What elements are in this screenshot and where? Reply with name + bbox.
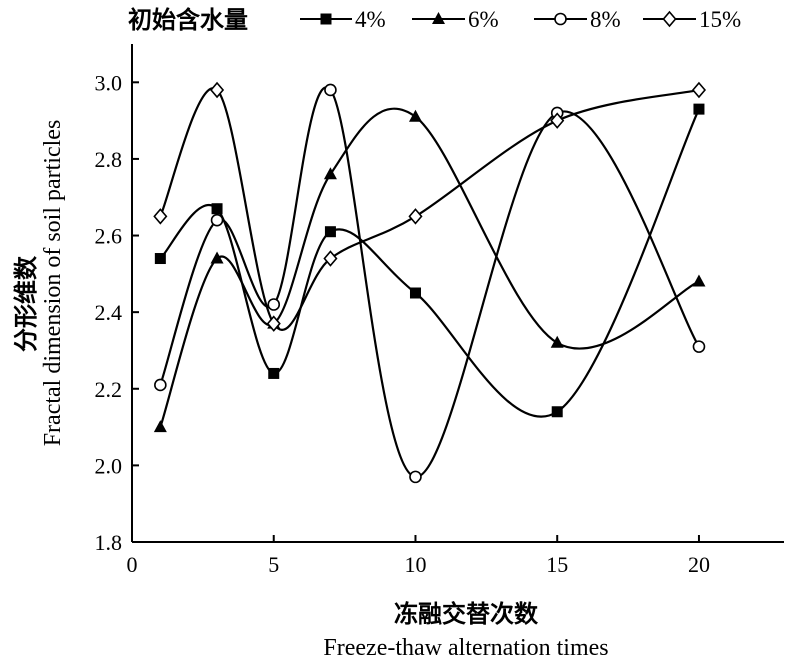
data-point-3 <box>550 112 565 129</box>
data-point-1 <box>323 167 337 180</box>
legend-label-0: 4% <box>355 7 386 32</box>
series-line-0 <box>159 108 700 418</box>
data-point-1 <box>408 109 422 122</box>
y-axis-title-zh: 分形维数 <box>12 255 40 352</box>
data-point-3 <box>209 81 225 99</box>
data-point-3 <box>266 315 281 332</box>
y-tick-label: 1.8 <box>95 530 123 555</box>
data-point-0 <box>409 287 421 299</box>
data-point-2 <box>154 378 167 392</box>
y-tick-label: 2.0 <box>95 453 123 478</box>
data-point-0 <box>211 203 223 215</box>
x-axis-title-en: Freeze-thaw alternation times <box>323 635 608 659</box>
data-point-3 <box>153 208 168 225</box>
data-point-1 <box>153 420 167 433</box>
x-tick-label: 10 <box>404 552 426 577</box>
x-tick-label: 20 <box>688 552 710 577</box>
y-axis-title-en: Fractal dimension of soil particles <box>40 120 66 447</box>
legend-marker-0 <box>320 13 332 25</box>
data-point-0 <box>551 406 563 418</box>
legend-marker-2 <box>554 12 567 26</box>
data-point-0 <box>154 253 166 265</box>
series-lines <box>159 86 700 478</box>
data-point-2 <box>324 83 337 97</box>
legend-label-1: 6% <box>468 7 499 32</box>
data-point-3 <box>408 208 423 225</box>
series-markers <box>153 81 707 484</box>
data-point-3 <box>691 81 707 99</box>
legend-marker-1 <box>432 12 445 24</box>
series-line-3 <box>159 87 700 331</box>
axes: 1.8 2.0 2.2 2.4 2.6 2.8 3.0 0 5 10 15 20 <box>95 44 784 577</box>
legend-label-2: 8% <box>590 7 621 32</box>
y-tick-label: 2.6 <box>95 224 123 249</box>
data-point-3 <box>323 250 338 267</box>
data-point-2 <box>210 213 224 227</box>
x-tick-label: 15 <box>546 552 568 577</box>
data-point-2 <box>409 470 422 484</box>
data-point-2 <box>267 298 281 311</box>
y-tick-label: 2.8 <box>95 147 123 172</box>
x-axis-title-zh: 冻融交替次数 <box>394 600 539 628</box>
x-tick-label: 0 <box>127 552 138 577</box>
x-tick-label: 5 <box>268 552 279 577</box>
data-point-2 <box>692 340 706 353</box>
y-tick-label: 2.4 <box>95 300 123 325</box>
data-point-0 <box>268 367 280 379</box>
data-point-1 <box>550 335 564 348</box>
y-tick-label: 2.2 <box>95 377 123 402</box>
legend-label-3: 15% <box>699 7 741 32</box>
data-point-1 <box>210 251 224 264</box>
series-line-1 <box>159 107 700 428</box>
data-point-0 <box>693 103 705 115</box>
legend-title: 初始含水量 <box>128 6 248 34</box>
y-tick-label: 3.0 <box>95 70 123 95</box>
data-point-1 <box>692 274 706 287</box>
legend: 初始含水量 4% 6% 8% 15% <box>128 6 741 34</box>
legend-marker-3 <box>662 10 677 28</box>
data-point-0 <box>324 226 336 238</box>
